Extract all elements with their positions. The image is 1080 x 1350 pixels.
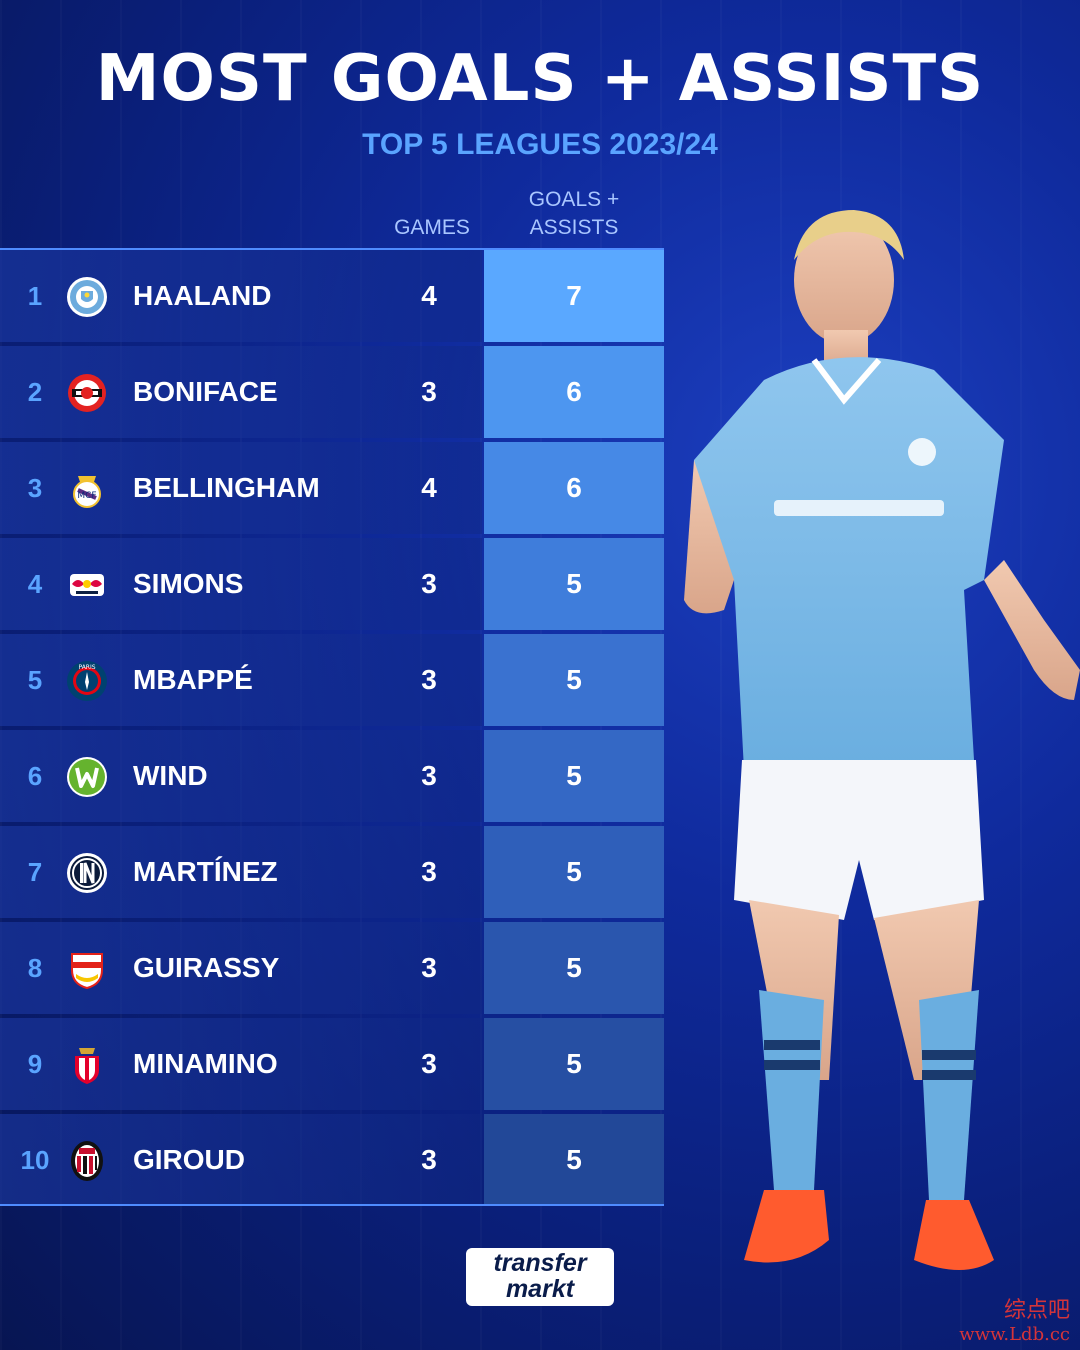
row-games: 3: [421, 760, 437, 791]
row-player-name: SIMONS: [133, 568, 244, 599]
real-madrid-crest-icon: MCF: [73, 476, 101, 508]
inter-crest-icon: [67, 853, 107, 893]
row-player-name: MARTÍNEZ: [133, 856, 278, 887]
row-goals-assists: 5: [566, 568, 582, 599]
row-rank: 9: [27, 1049, 43, 1079]
logo-line1: transfer: [493, 1249, 587, 1277]
page-title: MOST GOALS + ASSISTS: [95, 42, 985, 116]
table-row: 7 MARTÍNEZ 3 5: [0, 826, 664, 918]
svg-text:PARIS: PARIS: [78, 664, 95, 671]
row-goals-assists: 6: [566, 472, 582, 503]
rb-leipzig-crest-icon: [70, 574, 104, 596]
row-player-name: MBAPPÉ: [133, 664, 253, 695]
table-row: 2 BONIFACE 3 6: [0, 346, 664, 438]
row-goals-assists: 5: [566, 760, 582, 791]
row-rank: 2: [27, 377, 43, 407]
table-row: 10 GIROUD 3 5: [0, 1114, 664, 1206]
row-ga-cell: 7: [484, 250, 664, 342]
row-games: 3: [421, 952, 437, 983]
row-ga-cell: 6: [484, 346, 664, 438]
page-subtitle: TOP 5 LEAGUES 2023/24: [362, 128, 718, 161]
table-row: 4 SIMONS 3 5: [0, 538, 664, 630]
row-ga-cell: 5: [484, 634, 664, 726]
row-rank: 5: [27, 665, 43, 695]
row-ga-cell: 5: [484, 1114, 664, 1206]
row-goals-assists: 7: [566, 280, 582, 311]
table-row: 1 HAALAND 4 7: [0, 250, 664, 342]
row-goals-assists: 5: [566, 952, 582, 983]
row-rank: 4: [27, 569, 43, 599]
logo-line2: markt: [505, 1275, 575, 1303]
watermark-line1: 综点吧: [1003, 1298, 1070, 1323]
table-bottom-rule: [0, 1204, 664, 1206]
manchester-city-crest-icon: [67, 277, 107, 317]
table-row: 3 MCF BELLINGHAM 4 6: [0, 442, 664, 534]
row-rank: 10: [20, 1145, 50, 1175]
row-games: 3: [421, 376, 437, 407]
row-games: 3: [421, 664, 437, 695]
leverkusen-crest-icon: [68, 374, 106, 412]
row-rank: 7: [27, 857, 43, 887]
row-goals-assists: 6: [566, 376, 582, 407]
row-player-name: WIND: [133, 760, 208, 791]
column-header-goals-assists-line1: GOALS +: [528, 188, 620, 211]
wolfsburg-crest-icon: [67, 757, 107, 797]
table-row: 6 WIND 3 5: [0, 730, 664, 822]
row-ga-cell: 5: [484, 730, 664, 822]
row-goals-assists: 5: [566, 856, 582, 887]
row-ga-cell: 5: [484, 826, 664, 918]
row-player-name: HAALAND: [133, 280, 272, 311]
ac-milan-crest-icon: [71, 1141, 103, 1181]
table-top-rule: [0, 248, 664, 250]
row-games: 3: [421, 568, 437, 599]
row-ga-cell: 6: [484, 442, 664, 534]
row-rank: 3: [27, 473, 43, 503]
table-row: 8 GUIRASSY 3 5: [0, 922, 664, 1014]
row-rank: 6: [27, 761, 43, 791]
watermark: 综点吧 www.Ldb.cc: [959, 1298, 1070, 1346]
row-goals-assists: 5: [566, 1144, 582, 1175]
row-rank: 1: [27, 281, 43, 311]
row-games: 3: [421, 1048, 437, 1079]
row-player-name: BELLINGHAM: [133, 472, 320, 503]
column-header-goals-assists-line2: ASSISTS: [529, 216, 619, 239]
row-goals-assists: 5: [566, 1048, 582, 1079]
table-row: 5 PARIS MBAPPÉ 3 5: [0, 634, 664, 726]
row-player-name: MINAMINO: [133, 1048, 278, 1079]
column-header-goals-assists: GOALS + ASSISTS: [488, 186, 660, 242]
table-row: 9 MINAMINO 3 5: [0, 1018, 664, 1110]
monaco-crest-icon: [75, 1048, 99, 1084]
row-player-name: GUIRASSY: [133, 952, 280, 983]
watermark-line2: www.Ldb.cc: [959, 1324, 1070, 1345]
row-goals-assists: 5: [566, 664, 582, 695]
svg-text:MCF: MCF: [77, 491, 96, 501]
transfermarkt-logo: transfer markt: [466, 1248, 614, 1306]
column-header-games: GAMES: [394, 216, 470, 239]
row-player-name: GIROUD: [133, 1144, 245, 1175]
row-games: 4: [421, 472, 437, 503]
stuttgart-crest-icon: [71, 953, 103, 990]
psg-crest-icon: PARIS: [67, 661, 107, 701]
row-games: 4: [421, 280, 437, 311]
row-rank: 8: [27, 953, 43, 983]
row-games: 3: [421, 1144, 437, 1175]
row-games: 3: [421, 856, 437, 887]
row-player-name: BONIFACE: [133, 376, 278, 407]
player-photo: [684, 210, 1080, 1270]
row-ga-cell: 5: [484, 538, 664, 630]
row-ga-cell: 5: [484, 922, 664, 1014]
row-ga-cell: 5: [484, 1018, 664, 1110]
